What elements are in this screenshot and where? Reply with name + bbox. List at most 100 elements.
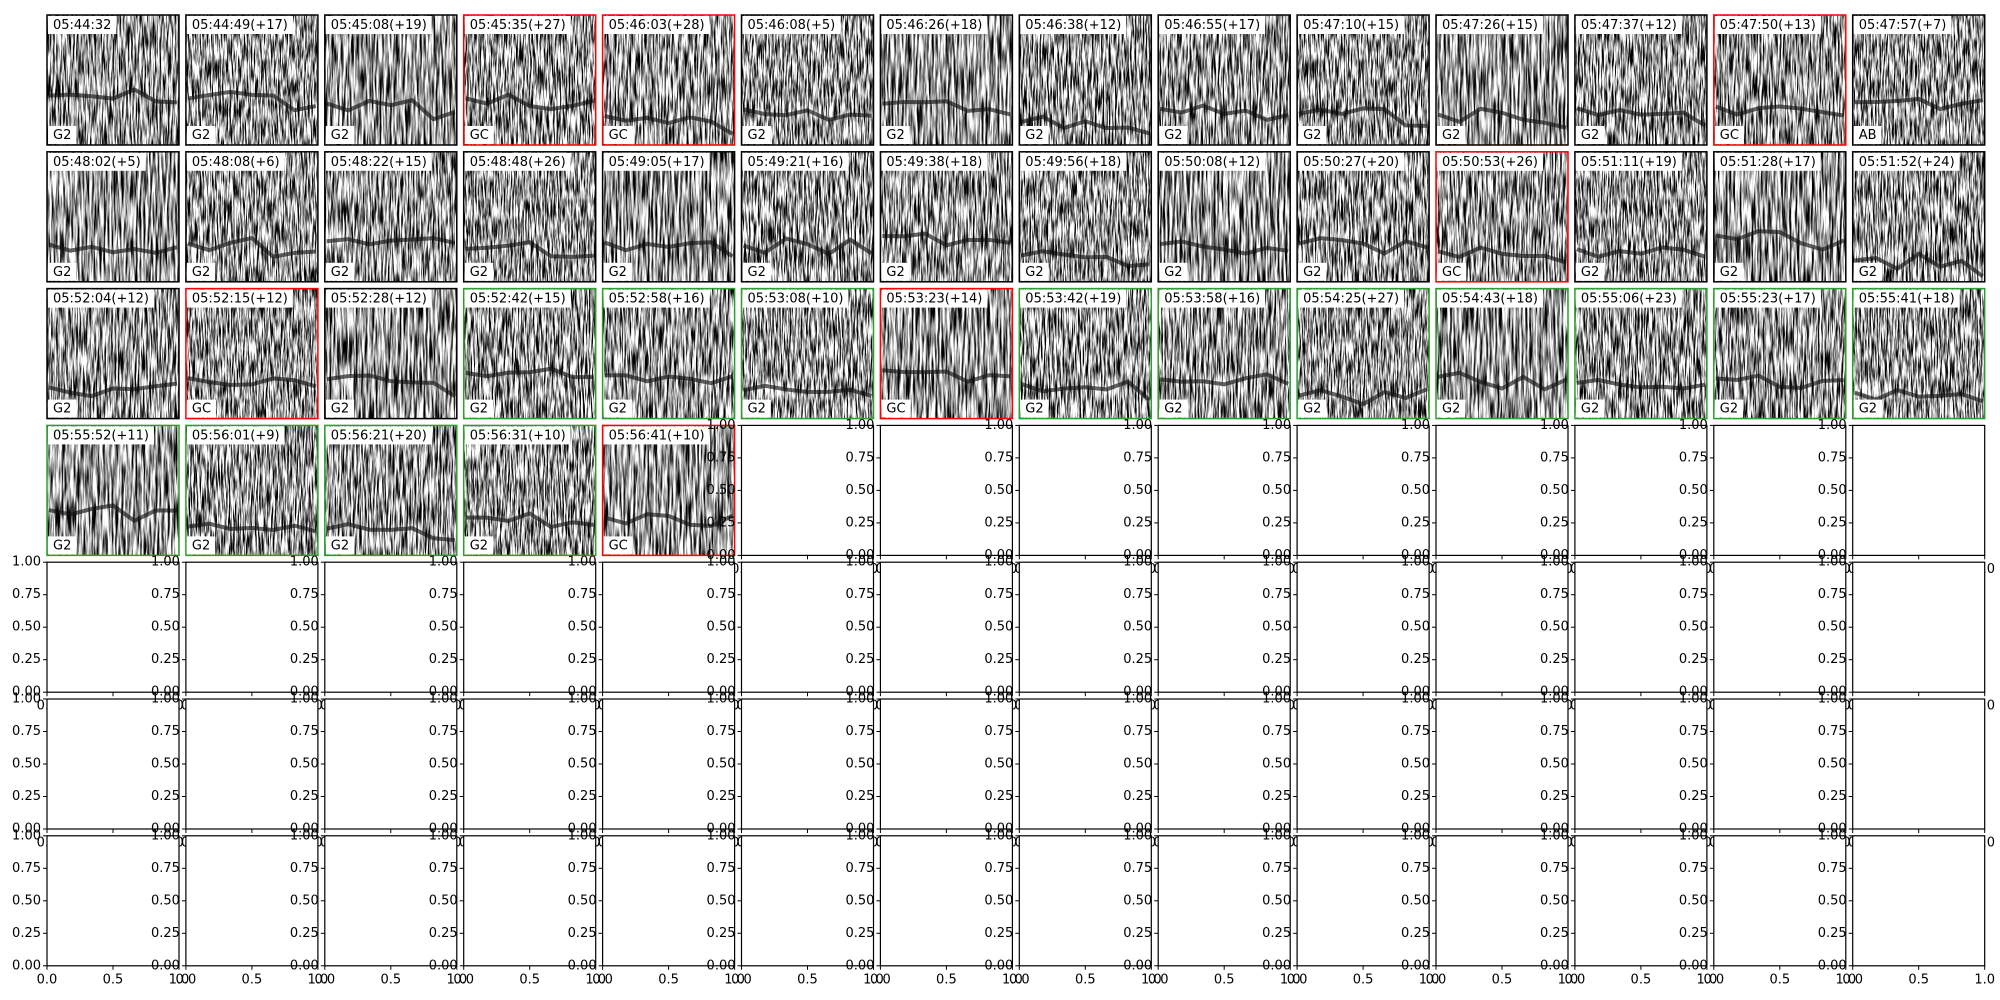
panel-title-bg bbox=[881, 16, 988, 34]
call-trace bbox=[48, 242, 178, 255]
y-tick-label: 0.00 bbox=[845, 548, 874, 563]
class-label: G2 bbox=[470, 402, 488, 417]
class-label: GC bbox=[1442, 265, 1461, 280]
panel-title-bg bbox=[1159, 16, 1266, 34]
y-tick-label: 0.25 bbox=[1401, 652, 1430, 667]
spectrogram bbox=[185, 425, 318, 556]
class-label-bg bbox=[881, 126, 910, 144]
y-tick-label: 0.00 bbox=[984, 822, 1013, 837]
y-tick-label: 0.75 bbox=[290, 861, 319, 876]
spectrogram bbox=[1436, 288, 1568, 419]
panel-title-bg bbox=[603, 152, 710, 171]
class-label: G2 bbox=[192, 128, 210, 143]
class-label: G2 bbox=[1442, 402, 1460, 417]
panel-title-bg bbox=[464, 289, 571, 308]
class-label: G2 bbox=[53, 402, 71, 417]
class-label: G2 bbox=[748, 402, 766, 417]
panel-frame bbox=[1018, 14, 1153, 146]
call-trace bbox=[465, 511, 594, 530]
class-label-bg bbox=[186, 262, 216, 281]
y-tick-label: 0.25 bbox=[707, 926, 736, 941]
panel-title: 05:49:56(+18) bbox=[1025, 155, 1121, 170]
y-tick-label: 0.25 bbox=[845, 652, 874, 667]
x-tick-label: 0.5 bbox=[242, 972, 263, 987]
panel-frame bbox=[601, 14, 736, 146]
y-tick-label: 0.00 bbox=[845, 822, 874, 837]
class-label-bg bbox=[1298, 399, 1327, 418]
y-tick-label: 0.25 bbox=[1540, 515, 1569, 530]
class-label-bg bbox=[464, 262, 494, 281]
y-tick-label: 0.75 bbox=[1540, 861, 1569, 876]
empty-axes: 0.000.250.500.751.000.00.51.0 bbox=[568, 555, 745, 714]
y-tick-label: 1.00 bbox=[984, 555, 1013, 570]
empty-axes: 0.000.250.500.751.000.00.51.0 bbox=[845, 418, 1022, 577]
class-label-bg bbox=[48, 126, 77, 144]
call-trace bbox=[1576, 245, 1706, 259]
panel-title-bg bbox=[1853, 16, 1952, 34]
panel-title: 05:46:26(+18) bbox=[886, 18, 982, 33]
panel-title-bg bbox=[603, 426, 710, 445]
spectrogram-panel: 05:49:05(+17) G2 bbox=[601, 151, 736, 283]
y-tick-label: 0.00 bbox=[1401, 685, 1430, 700]
spectrogram-panel: 05:52:04(+12) G2 bbox=[46, 287, 180, 420]
x-tick-label: 0.5 bbox=[1492, 972, 1513, 987]
panel-title: 05:48:22(+15) bbox=[331, 155, 427, 170]
spectrogram bbox=[1297, 15, 1430, 145]
call-trace bbox=[48, 503, 178, 524]
y-tick-label: 0.50 bbox=[151, 893, 180, 908]
x-tick-label: 1.0 bbox=[1697, 972, 1718, 987]
y-tick-label: 0.00 bbox=[1818, 958, 1847, 973]
spectrogram-panel: 05:50:27(+20) G2 bbox=[1296, 151, 1430, 283]
class-label-bg bbox=[742, 262, 771, 281]
y-tick-label: 0.75 bbox=[984, 450, 1013, 465]
y-tick-label: 1.00 bbox=[1262, 418, 1291, 433]
y-tick-label: 0.75 bbox=[1818, 450, 1847, 465]
spectrogram-panel: 05:56:41(+10) GC bbox=[601, 424, 736, 557]
y-tick-label: 0.75 bbox=[1540, 450, 1569, 465]
y-tick-label: 1.00 bbox=[1540, 692, 1569, 707]
y-tick-label: 0.75 bbox=[12, 587, 41, 602]
class-label: G2 bbox=[53, 265, 71, 280]
y-tick-label: 0.75 bbox=[707, 861, 736, 876]
x-tick-label: 0.0 bbox=[1009, 972, 1030, 987]
panel-title-bg bbox=[186, 16, 293, 34]
axes-background bbox=[880, 562, 1013, 693]
panel-title-bg bbox=[48, 426, 154, 445]
y-tick-label: 0.50 bbox=[984, 893, 1013, 908]
class-label: GC bbox=[470, 128, 489, 143]
panel-frame bbox=[1851, 287, 1986, 420]
panel-frame bbox=[324, 424, 458, 557]
axes-background bbox=[602, 562, 735, 693]
class-label: G2 bbox=[1859, 265, 1877, 280]
x-tick-label: 0.5 bbox=[1353, 972, 1374, 987]
axes-background bbox=[1713, 835, 1846, 966]
y-tick-label: 1.00 bbox=[1818, 692, 1847, 707]
class-label: G2 bbox=[470, 265, 488, 280]
empty-axes: 0.000.250.500.751.000.00.51.0 bbox=[568, 692, 745, 851]
spectrogram-panel: 05:55:41(+18) G2 bbox=[1851, 287, 1986, 420]
panel-frame bbox=[462, 14, 597, 146]
x-tick-label: 1.0 bbox=[308, 972, 329, 987]
y-tick-label: 0.25 bbox=[12, 926, 41, 941]
spectrogram-panel: 05:46:38(+12) G2 bbox=[1018, 14, 1153, 146]
panel-frame bbox=[46, 151, 180, 283]
class-label: GC bbox=[609, 538, 628, 553]
y-tick-label: 0.00 bbox=[1401, 958, 1430, 973]
axes-background bbox=[741, 835, 874, 966]
panel-title-bg bbox=[186, 289, 293, 308]
x-tick-label: 0.0 bbox=[1565, 972, 1586, 987]
y-tick-label: 1.00 bbox=[429, 555, 458, 570]
y-tick-label: 1.00 bbox=[707, 828, 736, 843]
empty-axes: 0.000.250.500.751.000.00.51.0 bbox=[1679, 692, 1856, 851]
class-label-bg bbox=[325, 262, 355, 281]
y-tick-label: 1.00 bbox=[845, 555, 874, 570]
y-tick-label: 0.25 bbox=[707, 789, 736, 804]
y-tick-label: 1.00 bbox=[12, 555, 41, 570]
y-tick-label: 0.00 bbox=[568, 822, 597, 837]
x-tick-label: 1.0 bbox=[1974, 972, 1995, 987]
empty-axes: 0.000.250.500.751.000.00.51.0 bbox=[1401, 555, 1578, 714]
call-trace bbox=[1159, 239, 1289, 256]
x-tick-label: 1.0 bbox=[1002, 972, 1023, 987]
y-tick-label: 0.25 bbox=[429, 926, 458, 941]
y-tick-label: 1.00 bbox=[151, 692, 180, 707]
